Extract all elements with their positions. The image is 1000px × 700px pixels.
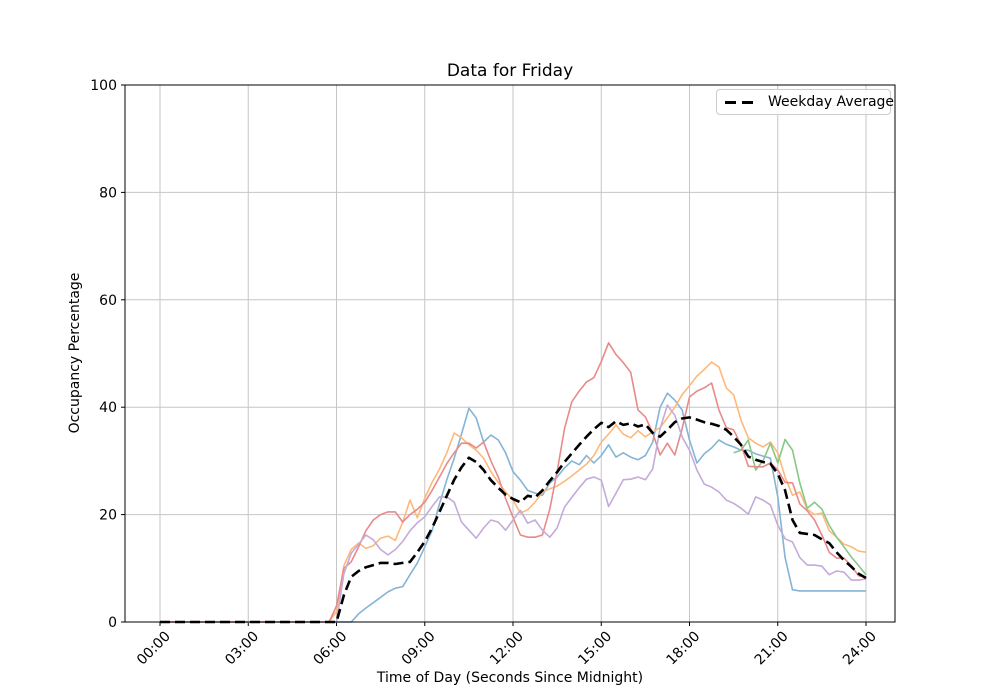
y-axis-label: Occupancy Percentage — [67, 272, 83, 434]
y-tick-label: 40 — [99, 400, 117, 416]
x-tick-label: 09:00 — [399, 629, 439, 669]
x-tick-label: 06:00 — [310, 629, 350, 669]
x-tick-label: 03:00 — [222, 629, 262, 669]
y-tick-label: 80 — [99, 185, 117, 201]
x-tick-label: 24:00 — [840, 629, 880, 669]
axes-frame — [124, 84, 896, 623]
y-tick-label: 100 — [90, 78, 117, 94]
x-axis-label: Time of Day (Seconds Since Midnight) — [376, 670, 644, 686]
legend-label: Weekday Average — [768, 94, 895, 110]
x-tick-label: 21:00 — [752, 629, 792, 669]
x-tick-label: 00:00 — [134, 629, 174, 669]
series-line-friday-week-3-green — [733, 438, 867, 576]
x-tick-label: 18:00 — [663, 629, 703, 669]
x-tick-label: 15:00 — [575, 629, 615, 669]
y-tick-label: 0 — [108, 615, 117, 631]
x-tick-label: 12:00 — [487, 629, 527, 669]
chart-title: Data for Friday — [446, 61, 574, 81]
y-tick-label: 20 — [99, 508, 117, 524]
y-tick-label: 60 — [99, 293, 117, 309]
legend-dashed-line-sample — [725, 100, 759, 104]
series-line-Weekday Average — [160, 416, 867, 624]
legend: Weekday Average — [716, 89, 895, 115]
